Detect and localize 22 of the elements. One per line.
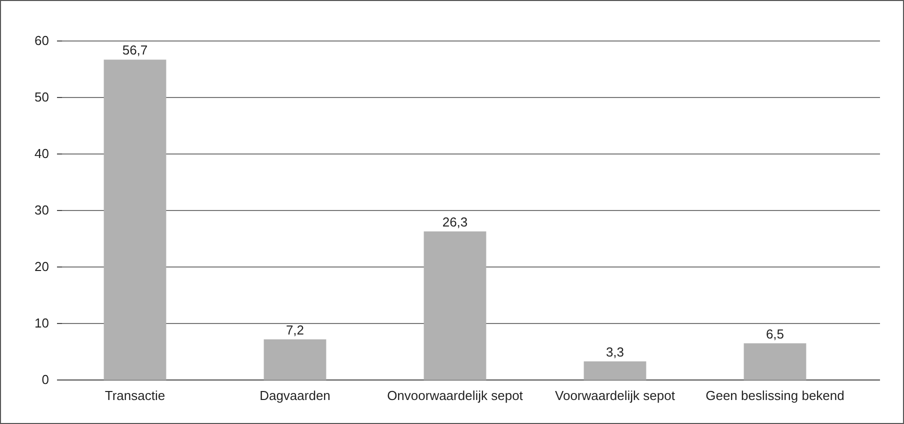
data-label: 6,5: [766, 326, 784, 342]
y-tick-label: 50: [34, 90, 49, 105]
y-tick-label: 10: [34, 316, 49, 331]
y-tick-label: 30: [34, 202, 49, 218]
x-tick-label: Dagvaarden: [260, 388, 330, 403]
bar: [744, 343, 806, 380]
data-label: 56,7: [122, 42, 148, 58]
data-label: 3,3: [606, 344, 624, 360]
y-tick-label: 20: [34, 259, 49, 274]
data-label: 26,3: [442, 214, 468, 230]
bar: [424, 231, 486, 380]
x-tick-label: Geen beslissing bekend: [706, 388, 844, 403]
bar: [584, 361, 646, 380]
bar: [264, 339, 326, 380]
bar: [104, 60, 166, 380]
x-tick-label: Transactie: [104, 388, 166, 403]
y-tick-label: 0: [42, 372, 49, 388]
x-tick-label: Onvoorwaardelijk sepot: [387, 388, 524, 403]
x-tick-label: Voorwaardelijk sepot: [555, 388, 676, 403]
y-tick-label: 60: [34, 33, 49, 48]
data-label: 7,2: [286, 322, 304, 338]
y-tick-label: 40: [34, 146, 49, 162]
